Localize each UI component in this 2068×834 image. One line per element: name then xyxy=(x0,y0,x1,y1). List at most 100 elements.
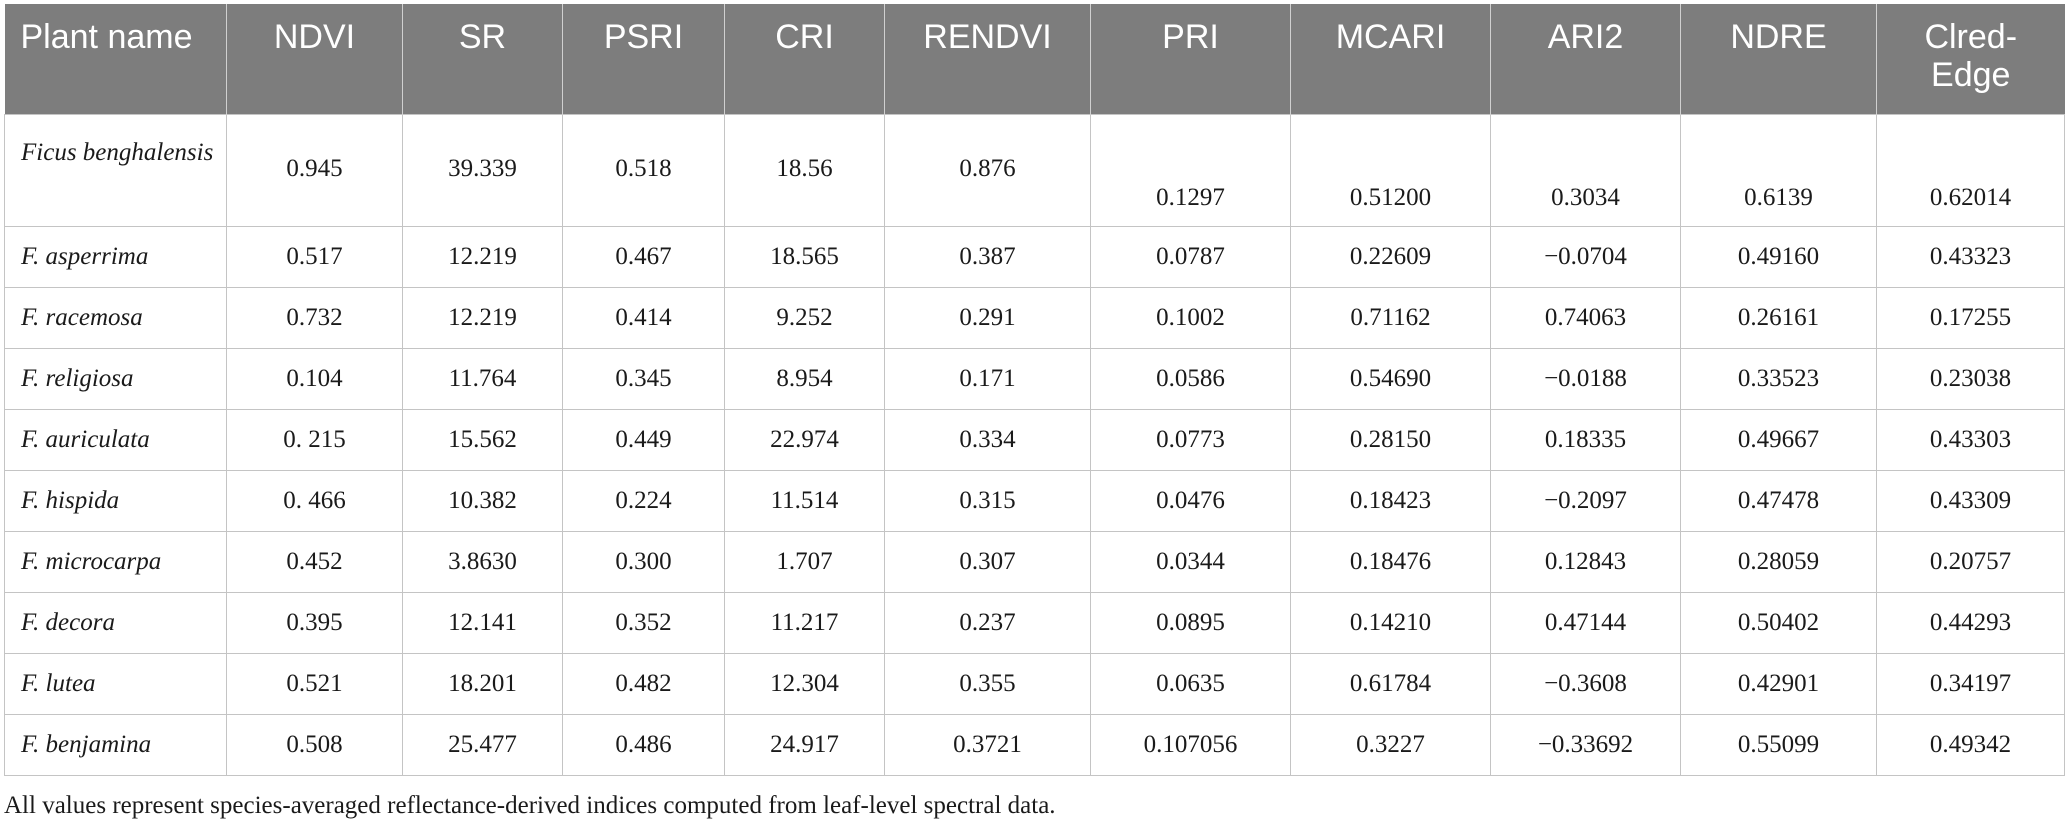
table-cell: 0.508 xyxy=(226,713,403,776)
table-cell: 0.0773 xyxy=(1090,408,1291,471)
table-cell: 0.1297 xyxy=(1090,113,1291,227)
column-header: PRI xyxy=(1090,4,1291,114)
table-cell: 0.0895 xyxy=(1090,591,1291,654)
table-cell: 10.382 xyxy=(402,469,563,532)
table-cell: 25.477 xyxy=(402,713,563,776)
table-cell: 0.395 xyxy=(226,591,403,654)
column-header: NDRE xyxy=(1680,4,1877,114)
table-cell: 0.43309 xyxy=(1876,469,2065,532)
table-cell: 0.482 xyxy=(562,652,725,715)
table-footnote: All values represent species-averaged re… xyxy=(4,792,1056,819)
table-cell: F. racemosa xyxy=(4,286,227,349)
table-cell: 39.339 xyxy=(402,113,563,227)
column-header: CRI xyxy=(724,4,885,114)
table-cell: 0.6139 xyxy=(1680,113,1877,227)
table-cell: 11.217 xyxy=(724,591,885,654)
column-header: RENDVI xyxy=(884,4,1091,114)
table-cell: 0.0787 xyxy=(1090,225,1291,288)
table-row: Ficus benghalensis 0.945 39.339 0.518 18… xyxy=(4,113,2065,227)
column-header: NDVI xyxy=(226,4,403,114)
table-cell: 0.51200 xyxy=(1290,113,1491,227)
table-cell: 0.0635 xyxy=(1090,652,1291,715)
table-cell: 0.47478 xyxy=(1680,469,1877,532)
table-cell: −0.33692 xyxy=(1490,713,1681,776)
column-header: MCARI xyxy=(1290,4,1491,114)
table-cell: 12.141 xyxy=(402,591,563,654)
table-cell: 0.28059 xyxy=(1680,530,1877,593)
table-cell: 0.55099 xyxy=(1680,713,1877,776)
table-row: F. hispida 0. 466 10.382 0.224 11.514 0.… xyxy=(4,469,2065,532)
table-cell: 0.0476 xyxy=(1090,469,1291,532)
table-cell: 0.334 xyxy=(884,408,1091,471)
table-cell: 0.518 xyxy=(562,113,725,227)
table-row: F. lutea 0.521 18.201 0.482 12.304 0.355… xyxy=(4,652,2065,715)
table-cell: 0.18335 xyxy=(1490,408,1681,471)
table-cell: 0.352 xyxy=(562,591,725,654)
table-cell: −0.0704 xyxy=(1490,225,1681,288)
table-cell: 0.18423 xyxy=(1290,469,1491,532)
table-cell: 0.43303 xyxy=(1876,408,2065,471)
table-cell: F. auriculata xyxy=(4,408,227,471)
table-cell: −0.2097 xyxy=(1490,469,1681,532)
table-cell: 0.104 xyxy=(226,347,403,410)
table-cell: F. microcarpa xyxy=(4,530,227,593)
table-cell: 0.291 xyxy=(884,286,1091,349)
table-cell: −0.3608 xyxy=(1490,652,1681,715)
table-cell: 0.486 xyxy=(562,713,725,776)
table-cell: 0. 215 xyxy=(226,408,403,471)
table-cell: 0.307 xyxy=(884,530,1091,593)
table-cell: 0.43323 xyxy=(1876,225,2065,288)
table-row: F. benjamina 0.508 25.477 0.486 24.917 0… xyxy=(4,713,2065,776)
table-cell: 0.17255 xyxy=(1876,286,2065,349)
table-cell: 12.219 xyxy=(402,286,563,349)
table-cell: Ficus benghalensis xyxy=(4,113,227,227)
table-cell: 8.954 xyxy=(724,347,885,410)
table-cell: 0.18476 xyxy=(1290,530,1491,593)
table-cell: 0.315 xyxy=(884,469,1091,532)
table-cell: 11.514 xyxy=(724,469,885,532)
table-cell: 0.452 xyxy=(226,530,403,593)
table-cell: F. religiosa xyxy=(4,347,227,410)
table-cell: 0.14210 xyxy=(1290,591,1491,654)
table-cell: F. decora xyxy=(4,591,227,654)
table-cell: 0.26161 xyxy=(1680,286,1877,349)
table-cell: 0.517 xyxy=(226,225,403,288)
column-header: Plant name xyxy=(4,4,227,114)
table-cell: 0.71162 xyxy=(1290,286,1491,349)
table-cell: 0.224 xyxy=(562,469,725,532)
table-cell: 9.252 xyxy=(724,286,885,349)
table-cell: 0.3721 xyxy=(884,713,1091,776)
table-cell: 0.42901 xyxy=(1680,652,1877,715)
table-cell: 15.562 xyxy=(402,408,563,471)
table-cell: 0.74063 xyxy=(1490,286,1681,349)
table-row: F. auriculata 0. 215 15.562 0.449 22.974… xyxy=(4,408,2065,471)
column-header: ARI2 xyxy=(1490,4,1681,114)
table-cell: 0.0344 xyxy=(1090,530,1291,593)
table-cell: 0.49342 xyxy=(1876,713,2065,776)
table-row: F. religiosa 0.104 11.764 0.345 8.954 0.… xyxy=(4,347,2065,410)
table-cell: 0.414 xyxy=(562,286,725,349)
table-row: F. decora 0.395 12.141 0.352 11.217 0.23… xyxy=(4,591,2065,654)
table-cell: 0.44293 xyxy=(1876,591,2065,654)
table-cell: 0.467 xyxy=(562,225,725,288)
table-row: F. racemosa 0.732 12.219 0.414 9.252 0.2… xyxy=(4,286,2065,349)
table-cell: −0.0188 xyxy=(1490,347,1681,410)
table-cell: 0. 466 xyxy=(226,469,403,532)
table-cell: 0.1002 xyxy=(1090,286,1291,349)
table-cell: 18.565 xyxy=(724,225,885,288)
column-header: PSRI xyxy=(562,4,725,114)
table-cell: 0.449 xyxy=(562,408,725,471)
table-cell: 0.3034 xyxy=(1490,113,1681,227)
table-cell: 0.237 xyxy=(884,591,1091,654)
table-cell: 0.107056 xyxy=(1090,713,1291,776)
table-cell: 0.20757 xyxy=(1876,530,2065,593)
table-row: F. microcarpa 0.452 3.8630 0.300 1.707 0… xyxy=(4,530,2065,593)
table-cell: 0.23038 xyxy=(1876,347,2065,410)
table-cell: F. lutea xyxy=(4,652,227,715)
table-cell: F. hispida xyxy=(4,469,227,532)
table-row: F. asperrima 0.517 12.219 0.467 18.565 0… xyxy=(4,225,2065,288)
table-cell: 0.171 xyxy=(884,347,1091,410)
table-cell: 0.355 xyxy=(884,652,1091,715)
table-cell: 0.62014 xyxy=(1876,113,2065,227)
table-cell: 12.219 xyxy=(402,225,563,288)
